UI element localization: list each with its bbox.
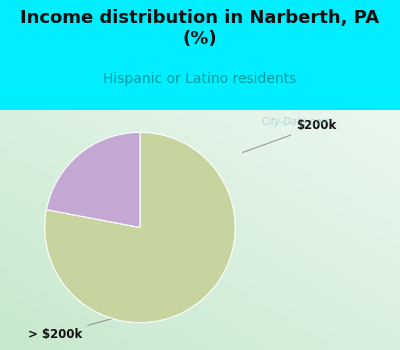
Text: Income distribution in Narberth, PA
(%): Income distribution in Narberth, PA (%) bbox=[20, 9, 380, 48]
Wedge shape bbox=[45, 132, 235, 323]
Text: > $200k: > $200k bbox=[28, 317, 117, 341]
Text: City-Data.com: City-Data.com bbox=[261, 118, 331, 127]
Text: Hispanic or Latino residents: Hispanic or Latino residents bbox=[103, 72, 297, 86]
Wedge shape bbox=[46, 132, 140, 228]
Text: $200k: $200k bbox=[243, 119, 336, 153]
